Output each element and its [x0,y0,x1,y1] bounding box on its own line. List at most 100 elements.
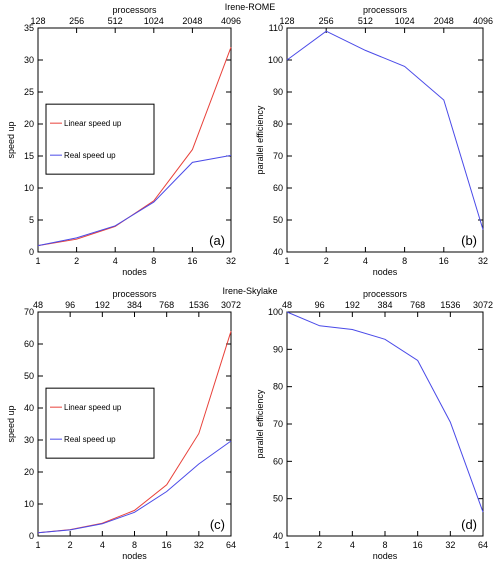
top-axis-title: processors [363,5,408,15]
y-tick-label: 10 [24,183,34,193]
x-tick-label: 2 [324,256,329,266]
series-line-1 [37,154,232,247]
panel-label: (c) [210,517,225,532]
x-tick-label: 32 [194,540,204,550]
top-tick-label: 768 [159,300,174,310]
panel-label: (a) [209,233,225,248]
top-tick-label: 48 [282,300,292,310]
panel-label: (d) [461,517,477,532]
y-tick-label: 90 [273,87,283,97]
y-tick-label: 70 [24,307,34,317]
y-axis-title: speed up [6,405,16,442]
x-tick-label: 4 [350,540,355,550]
top-tick-label: 512 [108,16,123,26]
top-tick-label: 1024 [144,16,164,26]
y-axis-title: parallel efficiency [255,389,265,458]
top-tick-label: 3072 [473,300,493,310]
y-axis-title: parallel efficiency [255,105,265,174]
y-tick-label: 0 [29,531,34,541]
top-tick-label: 1536 [189,300,209,310]
y-tick-label: 40 [24,403,34,413]
panel-label: (b) [461,233,477,248]
x-tick-label: 8 [151,256,156,266]
series-line-1 [37,440,232,534]
section-title-skylake: Irene-Skylake [222,286,278,296]
x-tick-label: 16 [162,540,172,550]
top-tick-label: 1536 [440,300,460,310]
legend-entry: Linear speed up [64,119,122,128]
plot-frame [37,27,232,253]
section-title-rome: Irene-ROME [224,2,276,12]
x-tick-label: 32 [445,540,455,550]
top-tick-label: 256 [69,16,84,26]
y-tick-label: 10 [24,499,34,509]
x-tick-label: 64 [478,540,488,550]
y-tick-label: 70 [273,419,283,429]
legend: Linear speed up Real speed up [45,387,155,459]
x-tick-label: 8 [132,540,137,550]
y-axis-title: speed up [6,121,16,158]
x-tick-label: 2 [74,256,79,266]
y-tick-label: 100 [268,55,283,65]
x-tick-label: 2 [68,540,73,550]
x-tick-label: 4 [113,256,118,266]
x-tick-label: 32 [226,256,236,266]
top-tick-label: 2048 [434,16,454,26]
top-tick-label: 128 [279,16,294,26]
top-tick-label: 48 [33,300,43,310]
top-tick-label: 3072 [221,300,241,310]
top-axis-title: processors [112,289,157,299]
top-tick-label: 192 [95,300,110,310]
x-tick-label: 32 [478,256,488,266]
chart-panel-2: 1 48 2 96 4 192 8 384 16 768 32 1536 64 3072 0 10 20 30 40… [6,289,241,561]
x-axis-title: nodes [373,551,398,561]
plot-frame [286,311,484,537]
y-tick-label: 20 [24,467,34,477]
chart-panel-3: 1 48 2 96 4 192 8 384 16 768 32 1536 64 3072 40 50 60 70 8… [255,289,493,561]
top-axis-title: processors [112,5,157,15]
series-line-0 [286,30,484,230]
top-tick-label: 768 [410,300,425,310]
legend-box [45,387,155,459]
y-tick-label: 60 [24,339,34,349]
x-tick-label: 8 [402,256,407,266]
top-tick-label: 128 [30,16,45,26]
legend-entry: Real speed up [64,435,116,444]
x-tick-label: 1 [284,256,289,266]
y-tick-label: 30 [24,55,34,65]
top-tick-label: 384 [127,300,142,310]
chart-panel-0: 1 128 2 256 4 512 8 1024 16 2048 32 4096 0 5 10 15 20 25 3… [6,5,241,277]
top-tick-label: 2048 [182,16,202,26]
x-tick-label: 2 [317,540,322,550]
x-tick-label: 16 [439,256,449,266]
y-tick-label: 100 [268,307,283,317]
top-tick-label: 1024 [395,16,415,26]
series-line-0 [286,311,484,513]
x-tick-label: 1 [35,540,40,550]
top-tick-label: 96 [65,300,75,310]
x-tick-label: 1 [284,540,289,550]
y-tick-label: 0 [29,247,34,257]
y-tick-label: 30 [24,435,34,445]
y-tick-label: 80 [273,119,283,129]
y-tick-label: 25 [24,87,34,97]
y-tick-label: 5 [29,215,34,225]
x-tick-label: 1 [35,256,40,266]
y-tick-label: 60 [273,183,283,193]
top-axis-title: processors [363,289,408,299]
chart-panel-1: 1 128 2 256 4 512 8 1024 16 2048 32 4096 40 50 60 70 80 9… [255,5,493,277]
top-tick-label: 384 [377,300,392,310]
plot-frame [286,27,484,253]
y-tick-label: 20 [24,119,34,129]
y-tick-label: 40 [273,531,283,541]
x-tick-label: 64 [226,540,236,550]
x-tick-label: 16 [187,256,197,266]
y-tick-label: 60 [273,456,283,466]
x-tick-label: 16 [413,540,423,550]
top-tick-label: 4096 [473,16,493,26]
y-tick-label: 40 [273,247,283,257]
y-tick-label: 70 [273,151,283,161]
y-tick-label: 50 [273,494,283,504]
y-tick-label: 90 [273,344,283,354]
